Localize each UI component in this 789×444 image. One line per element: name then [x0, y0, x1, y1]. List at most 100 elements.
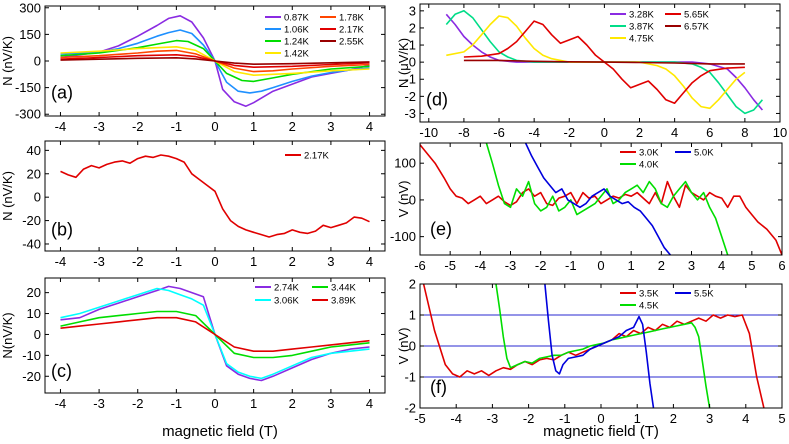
ytick-label-c: -20 — [22, 369, 41, 384]
xlabel-right: magnetic field (T) — [543, 423, 659, 440]
xtick-label-e: 3 — [688, 258, 695, 273]
xtick-label-d: -2 — [563, 125, 575, 140]
xtick-label-e: -4 — [475, 258, 487, 273]
legend-label-a: 2.55K — [339, 37, 364, 48]
xtick-label-f: -3 — [487, 411, 499, 426]
ytick-label-e: 0 — [409, 192, 416, 207]
legend-label-c: 3.06K — [274, 296, 299, 307]
legend-label-a: 1.06K — [284, 25, 309, 36]
ytick-label-c: 0 — [34, 327, 41, 342]
legend-label-f: 4.5K — [639, 301, 659, 312]
ytick-label-e: -100 — [390, 229, 416, 244]
ylabel-b: N (nV/K) — [0, 171, 15, 221]
panel-tag-d: (d) — [426, 89, 448, 109]
series-e-5.0K — [524, 143, 672, 255]
legend-label-d: 3.28K — [629, 10, 654, 21]
xtick-label-f: 5 — [778, 411, 785, 426]
xtick-label-b: 4 — [366, 254, 373, 269]
xtick-label-e: -1 — [565, 258, 577, 273]
legend-label-f: 5.5K — [694, 289, 714, 300]
xtick-label-a: 4 — [366, 119, 373, 134]
xtick-label-e: -5 — [444, 258, 456, 273]
series-f-5.5K — [544, 284, 655, 408]
series-a-0.87K — [60, 15, 370, 107]
xtick-label-c: -3 — [93, 396, 105, 411]
xtick-label-d: -8 — [458, 125, 470, 140]
xtick-label-e: -6 — [414, 258, 426, 273]
xtick-label-f: 3 — [706, 411, 713, 426]
xtick-label-e: 6 — [778, 258, 785, 273]
xtick-label-e: 2 — [658, 258, 665, 273]
ytick-label-a: -150 — [15, 80, 41, 95]
xtick-label-a: 3 — [327, 119, 334, 134]
xtick-label-f: 2 — [670, 411, 677, 426]
ytick-label-b: -40 — [22, 236, 41, 251]
legend-label-a: 1.24K — [284, 37, 309, 48]
xtick-label-c: 3 — [327, 396, 334, 411]
legend-label-c: 3.89K — [331, 296, 356, 307]
xtick-label-f: -2 — [523, 411, 535, 426]
xtick-label-d: 4 — [671, 125, 678, 140]
xtick-label-d: 0 — [601, 125, 608, 140]
xtick-label-f: -1 — [559, 411, 571, 426]
xtick-label-c: 1 — [250, 396, 257, 411]
xtick-label-a: -2 — [132, 119, 144, 134]
ytick-label-a: 0 — [34, 54, 41, 69]
panel-a: -4 -3 -2 -1 0 1 2 3 4 -300 -150 0 150 300 N (nV/K) (a) 0… — [0, 0, 386, 134]
xtick-label-f: -5 — [414, 411, 426, 426]
ytick-label-b: 0 — [34, 190, 41, 205]
ytick-label-f: 0 — [409, 339, 416, 354]
ytick-label-f: -1 — [404, 370, 416, 385]
legend-label-a: 1.78K — [339, 13, 364, 24]
xtick-label-a: 0 — [211, 119, 218, 134]
xtick-label-b: 3 — [327, 254, 334, 269]
xtick-label-a: -3 — [93, 119, 105, 134]
ylabel-e: V (nV) — [396, 181, 411, 218]
xtick-label-a: -4 — [55, 119, 67, 134]
legend-label-a: 1.42K — [284, 49, 309, 60]
panel-f: -5 -4 -3 -2 -1 0 1 2 3 4 5 -2 -1 0 1 2 V (nV) (f) 3.5K 5.5K… — [396, 277, 786, 427]
ylabel-f: V (nV) — [396, 328, 411, 365]
xtick-label-c: 0 — [211, 396, 218, 411]
xtick-label-b: 2 — [289, 254, 296, 269]
ytick-label-c: 10 — [27, 306, 41, 321]
xtick-label-e: 1 — [628, 258, 635, 273]
xtick-label-c: 2 — [289, 396, 296, 411]
series-c-3.89K — [60, 316, 370, 353]
legend-label-a: 0.87K — [284, 13, 309, 24]
xtick-label-e: -3 — [505, 258, 517, 273]
xtick-label-d: 10 — [773, 125, 787, 140]
xtick-label-d: 6 — [706, 125, 713, 140]
ytick-label-c: -10 — [22, 348, 41, 363]
panel-e: -6 -5 -4 -3 -2 -1 0 1 2 3 4 5 6 -100 0 100 V (nV) (e) 3.0K… — [390, 142, 786, 273]
xtick-label-f: -4 — [450, 411, 462, 426]
legend-label-f: 3.5K — [639, 289, 659, 300]
ytick-label-f: 1 — [409, 308, 416, 323]
xtick-label-c: -1 — [171, 396, 183, 411]
xtick-label-a: 1 — [250, 119, 257, 134]
legend-label-c: 3.44K — [331, 283, 356, 294]
panel-tag-c: (c) — [51, 361, 72, 381]
series-a-1.06K — [60, 29, 370, 94]
ylabel-d: N (μV/K) — [396, 38, 411, 88]
legend-label-c: 2.74K — [274, 283, 299, 294]
legend-label-a: 2.17K — [339, 25, 364, 36]
xtick-label-d: -4 — [528, 125, 540, 140]
ylabel-a: N (nV/K) — [0, 36, 15, 86]
xtick-label-f: 1 — [634, 411, 641, 426]
legend-label-b: 2.17K — [304, 151, 329, 162]
panel-tag-e: (e) — [430, 219, 452, 239]
legend-label-e: 3.0K — [639, 148, 659, 159]
legend-label-e: 5.0K — [694, 148, 714, 159]
ytick-label-a: 300 — [19, 0, 41, 15]
series-e-4.0K — [485, 143, 729, 255]
panel-tag-b: (b) — [51, 220, 73, 240]
ytick-label-c: 20 — [27, 285, 41, 300]
xtick-label-d: 8 — [741, 125, 748, 140]
ytick-label-a: -300 — [15, 107, 41, 122]
series-d-6.57K — [463, 59, 745, 65]
xtick-label-b: 1 — [250, 254, 257, 269]
xlabel-left: magnetic field (T) — [162, 423, 278, 440]
